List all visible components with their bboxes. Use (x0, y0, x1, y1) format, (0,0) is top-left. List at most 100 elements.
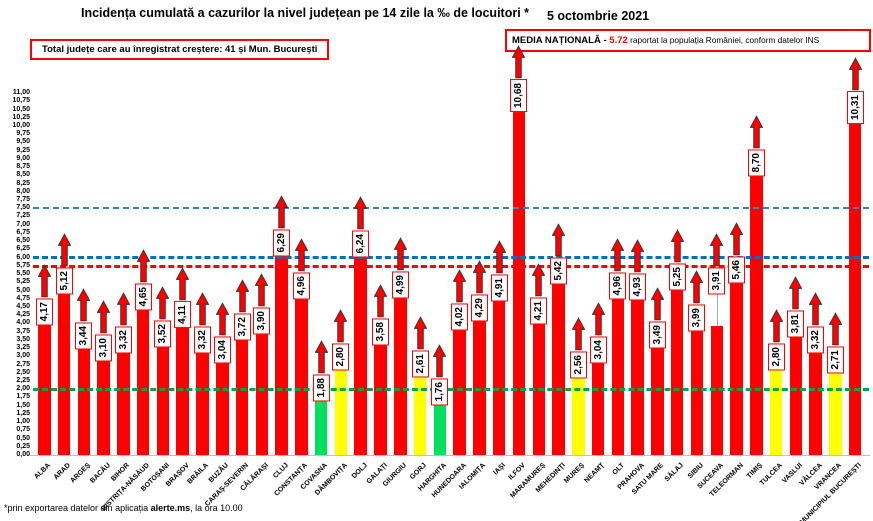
reference-line (33, 387, 869, 391)
increase-arrow-icon (789, 276, 803, 310)
bar-argeș (77, 341, 91, 455)
bar-value-label: 2,80 (767, 343, 785, 371)
bar-annotation: 10,68 (509, 44, 528, 112)
bar-value-label: 2,61 (411, 349, 429, 378)
increase-arrow-icon (611, 238, 625, 272)
bar-value-label: 3,32 (193, 326, 211, 354)
y-axis-tick-label: 8,00 (16, 187, 30, 195)
bar-annotation: 4,02 (450, 269, 469, 331)
bar-timiș (750, 168, 763, 455)
national-average-label: MEDIA NAȚIONALĂ (512, 35, 601, 46)
bar-annotation: 2,80 (767, 309, 786, 371)
bar-brașov (176, 319, 189, 455)
bar-value-label: 3,52 (154, 319, 172, 348)
y-axis-tick-label: 4,75 (16, 294, 30, 302)
increase-arrow-icon (650, 286, 664, 320)
increase-arrow-icon (413, 315, 427, 349)
footnote-prefix: *prin exportarea datelor din aplicația (4, 503, 151, 513)
bar-municipiul-bucurești (848, 115, 862, 455)
bar-annotation: 4,29 (470, 260, 489, 322)
bar-prahova (631, 292, 644, 455)
bar-dâmbovița (334, 362, 348, 455)
increase-arrow-icon (116, 292, 130, 326)
bar-value-label: 4,11 (174, 300, 192, 328)
y-axis-tick-label: 9,75 (16, 130, 30, 138)
increase-arrow-icon (571, 317, 585, 351)
increase-arrow-icon (314, 339, 328, 373)
bar-annotation: 1,88 (312, 339, 331, 402)
bar-annotation: 4,93 (628, 239, 647, 301)
bar-annotation: 5,42 (549, 223, 568, 285)
y-axis-tick-label: 3,75 (16, 327, 30, 335)
bar-ialomița (473, 313, 486, 455)
increase-arrow-icon (730, 222, 744, 256)
bar-sălaj (670, 282, 684, 455)
y-axis-tick-label: 7,00 (16, 220, 30, 228)
bar-annotation: 4,96 (608, 238, 627, 300)
bar-bihor (117, 345, 130, 455)
increase-arrow-icon (97, 299, 111, 333)
y-axis-tick-label: 5,25 (16, 278, 30, 286)
y-axis-tick-label: 5,50 (16, 270, 30, 278)
bar-vrancea (829, 365, 842, 455)
bar-annotation: 3,32 (806, 292, 825, 354)
increase-arrow-icon (334, 309, 348, 343)
increase-arrow-icon (591, 301, 605, 335)
bar-value-label: 3,72 (233, 313, 251, 341)
y-axis-tick-label: 1,50 (16, 401, 30, 409)
bar-tulcea (769, 362, 783, 455)
bar-mureș (572, 370, 585, 455)
bar-annotation: 3,72 (233, 279, 252, 341)
bar-annotation: 3,99 (687, 270, 706, 332)
bar-olt (611, 291, 625, 455)
increase-arrow-icon (136, 248, 150, 282)
y-axis-tick-label: 10,00 (12, 122, 30, 129)
bar-annotation: 3,32 (193, 292, 212, 354)
bar-annotation: 3,04 (589, 301, 608, 363)
increase-arrow-icon (828, 312, 842, 346)
increase-arrow-icon (809, 292, 823, 326)
bar-value-label: 3,49 (648, 320, 666, 349)
bar-annotation: 4,17 (35, 264, 54, 326)
bar-cluj (275, 248, 288, 455)
bar-annotation: 3,58 (371, 283, 390, 346)
bar-value-label: 2,56 (569, 351, 587, 379)
bar-harghita (433, 397, 447, 455)
y-axis-tick-label: 8,25 (16, 179, 30, 187)
bar-value-label: 2,80 (332, 343, 350, 371)
bar-annotation: 3,04 (213, 301, 232, 363)
y-axis-tick-label: 9,50 (16, 138, 30, 146)
y-axis-tick-label: 1,25 (16, 409, 30, 417)
y-axis-tick-label: 4,25 (16, 311, 30, 319)
bar-annotation: 4,11 (173, 267, 192, 328)
increase-arrow-icon (235, 279, 249, 313)
increase-arrow-icon (195, 292, 209, 326)
bar-annotation: 4,21 (529, 263, 548, 325)
bar-annotation: 2,56 (569, 317, 588, 379)
y-axis-tick-label: 9,25 (16, 146, 30, 154)
bar-annotation: 3,81 (786, 276, 805, 338)
bar-value-label: 5,25 (668, 262, 686, 291)
bar-value-label: 3,32 (807, 326, 825, 354)
bar-value-label: 4,17 (35, 298, 53, 326)
bar-teleorman (730, 275, 743, 455)
y-axis-tick-label: 2,75 (16, 360, 30, 368)
increase-arrow-icon (275, 194, 289, 228)
bar-value-label: 5,12 (55, 267, 73, 295)
bar-vaslui (789, 329, 803, 455)
footnote-app-name: alerte.ms (150, 503, 191, 513)
y-axis-tick-label: 10,50 (12, 105, 30, 113)
bar-value-label: 4,02 (451, 303, 469, 331)
increase-arrow-icon (492, 240, 506, 274)
increase-arrow-icon (176, 267, 190, 301)
bar-value-label: 3,99 (688, 304, 706, 332)
y-axis-tick-label: 0,50 (16, 434, 30, 442)
bar-vâlcea (809, 345, 822, 455)
increase-arrow-icon (77, 288, 91, 322)
footnote: *prin exportarea datelor din aplicația a… (4, 503, 243, 513)
y-axis-tick-label: 7,75 (16, 196, 30, 204)
bar-value-label: 5,42 (550, 257, 568, 285)
national-average-value: 5.72 (609, 35, 628, 46)
bar-annotation: 5,12 (55, 233, 74, 295)
increase-arrow-icon (374, 283, 387, 317)
